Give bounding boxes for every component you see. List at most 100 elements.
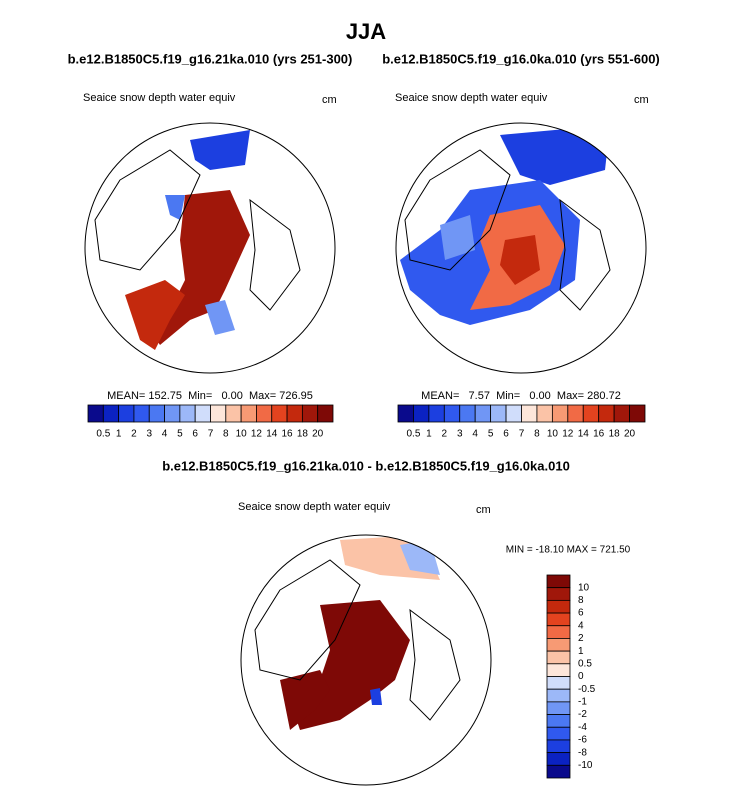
- colorbar-label: 14: [578, 429, 590, 440]
- units-label: cm: [476, 504, 491, 516]
- colorbar-box: [629, 404, 646, 423]
- colorbar-box: [286, 404, 303, 423]
- colorbar-label: 18: [297, 429, 309, 440]
- colorbar-box: [613, 404, 630, 423]
- colorbar-box: [271, 404, 288, 423]
- variable-label: Seaice snow depth water equiv: [395, 92, 548, 104]
- colorbar-label: 20: [312, 429, 324, 440]
- panel-case: b.e12.B1850C5.f19_g16.21ka.010 - b.e12.B…: [162, 458, 570, 473]
- colorbar-label: 5: [488, 429, 494, 440]
- map: [400, 125, 611, 325]
- colorbar-box: [546, 650, 571, 665]
- colorbar-label: 7: [519, 429, 525, 440]
- colorbar-label: 2: [442, 429, 448, 440]
- colorbar-box: [546, 701, 571, 715]
- colorbar-label: 16: [593, 429, 605, 440]
- colorbar-label: 8: [534, 429, 540, 440]
- colorbar-label: 2: [578, 633, 584, 644]
- colorbar-box: [521, 404, 538, 423]
- colorbar-label: 6: [503, 429, 509, 440]
- colorbar-box: [397, 404, 414, 423]
- colorbar: 0.5 1 2 3 4 5 6 7 8 10 12 14 16 18 20: [397, 404, 646, 440]
- colorbar-box: [256, 404, 273, 423]
- stats: MIN = -18.10 MAX = 721.50: [506, 545, 631, 556]
- units-label: cm: [634, 94, 649, 106]
- colorbar-box: [546, 739, 571, 754]
- colorbar-label: 4: [578, 620, 584, 631]
- colorbar-label: 0.5: [578, 658, 592, 669]
- colorbar-label: 7: [208, 429, 214, 440]
- variable-label: Seaice snow depth water equiv: [83, 92, 236, 104]
- colorbar-box: [148, 404, 165, 423]
- colorbar-label: -8: [578, 747, 587, 758]
- colorbar-box: [179, 404, 196, 423]
- map-border: [240, 534, 492, 786]
- colorbar-label: -10: [578, 760, 593, 771]
- colorbar-box: [102, 404, 120, 423]
- stats: MEAN= 7.57 Min= 0.00 Max= 280.72: [421, 390, 621, 402]
- colorbar-box: [413, 404, 430, 423]
- colorbar-box: [546, 676, 571, 690]
- map-border: [84, 122, 336, 374]
- panel-case: b.e12.B1850C5.f19_g16.0ka.010 (yrs 551-6…: [382, 51, 660, 66]
- colorbar-label: 12: [251, 429, 263, 440]
- colorbar-label: 8: [578, 595, 584, 606]
- colorbar-box: [546, 612, 571, 627]
- colorbar-label: 3: [457, 429, 463, 440]
- colorbar-box: [546, 726, 571, 741]
- colorbar-box: [210, 404, 227, 423]
- colorbar-label: 6: [192, 429, 198, 440]
- colorbar-label: 1: [116, 429, 122, 440]
- colorbar-box: [428, 404, 445, 423]
- colorbar-box: [317, 404, 334, 423]
- units-label: cm: [322, 94, 337, 106]
- colorbar-label: 20: [624, 429, 636, 440]
- colorbar-box: [536, 404, 553, 423]
- colorbar-box: [546, 752, 571, 766]
- colorbar-box: [459, 404, 476, 423]
- colorbar-box: [118, 404, 135, 423]
- colorbar-box: [240, 404, 257, 423]
- colorbar-box: [546, 625, 571, 639]
- colorbar-label: 5: [177, 429, 183, 440]
- colorbar-label: -0.5: [578, 684, 596, 695]
- colorbar-label: 16: [282, 429, 294, 440]
- colorbar-label: 12: [562, 429, 574, 440]
- colorbar-box: [546, 714, 571, 728]
- colorbar-box: [546, 764, 571, 779]
- colorbar-box: [598, 404, 615, 423]
- colorbar-box: [133, 404, 150, 423]
- colorbar-box: [490, 404, 507, 423]
- colorbar-label: 6: [578, 608, 584, 619]
- colorbar-label: 18: [609, 429, 621, 440]
- colorbar-label: 0.5: [406, 429, 420, 440]
- colorbar-box: [301, 404, 319, 423]
- colorbar-label: 2: [131, 429, 137, 440]
- colorbar-label: 4: [162, 429, 168, 440]
- colorbar-label: -1: [578, 697, 587, 708]
- colorbar-box: [505, 404, 522, 423]
- colorbar-label: 1: [426, 429, 432, 440]
- colorbar-box: [225, 404, 242, 423]
- colorbar-box: [546, 587, 571, 601]
- colorbar-label: 3: [146, 429, 152, 440]
- colorbar-label: 4: [472, 429, 478, 440]
- map: [94, 130, 301, 350]
- colorbar-box: [582, 404, 600, 423]
- colorbar-box: [551, 404, 569, 423]
- figure-title: JJA: [346, 19, 386, 44]
- colorbar: 0.5 1 2 3 4 5 6 7 8 10 12 14 16 18 20: [87, 404, 334, 440]
- colorbar-label: 0.5: [96, 429, 110, 440]
- colorbar-label: 14: [266, 429, 278, 440]
- colorbar-box: [567, 404, 584, 423]
- colorbar-label: 10: [547, 429, 559, 440]
- colorbar-box: [546, 688, 571, 703]
- map-border: [395, 122, 647, 374]
- colorbar-box: [546, 638, 571, 652]
- colorbar-box: [474, 404, 492, 423]
- colorbar-box: [546, 663, 571, 677]
- colorbar-label: -2: [578, 709, 587, 720]
- colorbar-box: [194, 404, 211, 423]
- colorbar-box: [546, 599, 571, 614]
